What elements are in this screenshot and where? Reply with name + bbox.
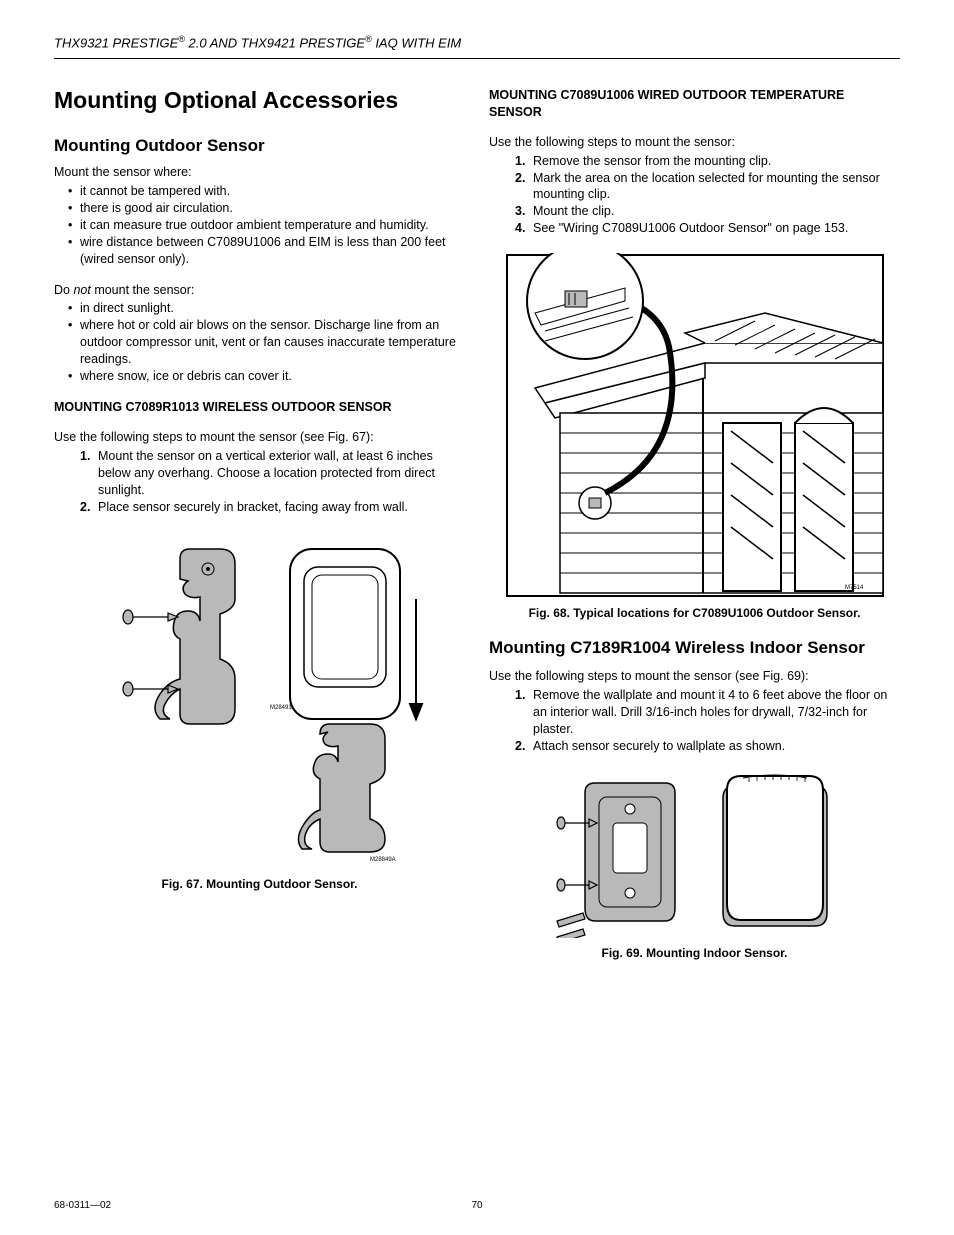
header-mid: 2.0 AND THX9421 PRESTIGE xyxy=(185,35,365,50)
list-item: Remove the wallplate and mount it 4 to 6… xyxy=(515,687,900,738)
list-item: See "Wiring C7089U1006 Outdoor Sensor" o… xyxy=(515,220,900,237)
fig-code: M28491 xyxy=(270,705,292,711)
list-item: Mount the sensor on a vertical exterior … xyxy=(80,448,465,499)
text: mount the sensor: xyxy=(91,283,195,297)
figure-caption: Fig. 69. Mounting Indoor Sensor. xyxy=(489,946,900,960)
page-footer: 68-0311—02 70 xyxy=(54,1200,900,1211)
ordered-steps: Mount the sensor on a vertical exterior … xyxy=(54,448,465,516)
figure-69-svg xyxy=(545,768,845,938)
text-italic: not xyxy=(73,283,90,297)
figure-67-svg: M28491 M28849A xyxy=(90,529,430,869)
intro-text: Mount the sensor where: xyxy=(54,164,465,181)
sub-heading: MOUNTING C7089R1013 WIRELESS OUTDOOR SEN… xyxy=(54,399,465,415)
list-item: Place sensor securely in bracket, facing… xyxy=(80,499,465,516)
ordered-steps: Remove the sensor from the mounting clip… xyxy=(489,153,900,237)
list-item: it cannot be tampered with. xyxy=(68,183,465,200)
figure-68: M7514 xyxy=(489,253,900,598)
running-header: THX9321 PRESTIGE® 2.0 AND THX9421 PRESTI… xyxy=(54,34,900,50)
figure-67: M28491 M28849A xyxy=(54,529,465,869)
header-suffix: IAQ WITH EIM xyxy=(372,35,462,50)
fig-code: M7514 xyxy=(845,585,864,591)
donot-text: Do not mount the sensor: xyxy=(54,282,465,299)
bullet-list-where: it cannot be tampered with. there is goo… xyxy=(54,183,465,267)
two-column-layout: Mounting Optional Accessories Mounting O… xyxy=(54,87,900,978)
steps-intro: Use the following steps to mount the sen… xyxy=(54,429,465,446)
list-item: where snow, ice or debris can cover it. xyxy=(68,368,465,385)
list-item: Remove the sensor from the mounting clip… xyxy=(515,153,900,170)
ordered-steps: Remove the wallplate and mount it 4 to 6… xyxy=(489,687,900,755)
list-item: there is good air circulation. xyxy=(68,200,465,217)
header-rule xyxy=(54,58,900,59)
figure-caption: Fig. 68. Typical locations for C7089U100… xyxy=(489,606,900,620)
steps-intro: Use the following steps to mount the sen… xyxy=(489,134,900,151)
figure-68-svg: M7514 xyxy=(505,253,885,598)
subsection-title: Mounting Outdoor Sensor xyxy=(54,136,465,156)
section-title: Mounting Optional Accessories xyxy=(54,87,465,114)
doc-number: 68-0311—02 xyxy=(54,1200,111,1211)
left-column: Mounting Optional Accessories Mounting O… xyxy=(54,87,465,978)
sub-heading: MOUNTING C7089U1006 WIRED OUTDOOR TEMPER… xyxy=(489,87,900,120)
list-item: wire distance between C7089U1006 and EIM… xyxy=(68,234,465,268)
steps-intro: Use the following steps to mount the sen… xyxy=(489,668,900,685)
list-item: it can measure true outdoor ambient temp… xyxy=(68,217,465,234)
list-item: Attach sensor securely to wallplate as s… xyxy=(515,738,900,755)
bullet-list-donot: in direct sunlight. where hot or cold ai… xyxy=(54,300,465,384)
header-prefix: THX9321 PRESTIGE xyxy=(54,35,178,50)
list-item: in direct sunlight. xyxy=(68,300,465,317)
page-number: 70 xyxy=(471,1200,482,1211)
text: Do xyxy=(54,283,73,297)
fig-code: M28849A xyxy=(370,857,396,863)
list-item: Mark the area on the location selected f… xyxy=(515,170,900,204)
right-column: MOUNTING C7089U1006 WIRED OUTDOOR TEMPER… xyxy=(489,87,900,978)
subsection-title: Mounting C7189R1004 Wireless Indoor Sens… xyxy=(489,638,900,658)
figure-caption: Fig. 67. Mounting Outdoor Sensor. xyxy=(54,877,465,891)
list-item: Mount the clip. xyxy=(515,203,900,220)
figure-69 xyxy=(489,768,900,938)
list-item: where hot or cold air blows on the senso… xyxy=(68,317,465,368)
